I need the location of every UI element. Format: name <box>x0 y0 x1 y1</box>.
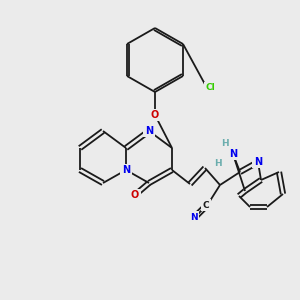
Text: H: H <box>221 139 229 148</box>
Text: N: N <box>254 157 262 167</box>
Text: Cl: Cl <box>205 83 215 92</box>
Text: N: N <box>229 149 237 159</box>
Text: O: O <box>131 190 139 200</box>
Text: N: N <box>190 212 198 221</box>
Text: N: N <box>122 165 130 175</box>
Text: O: O <box>151 110 159 120</box>
Text: C: C <box>203 200 209 209</box>
Text: H: H <box>214 158 222 167</box>
Text: N: N <box>145 126 153 136</box>
